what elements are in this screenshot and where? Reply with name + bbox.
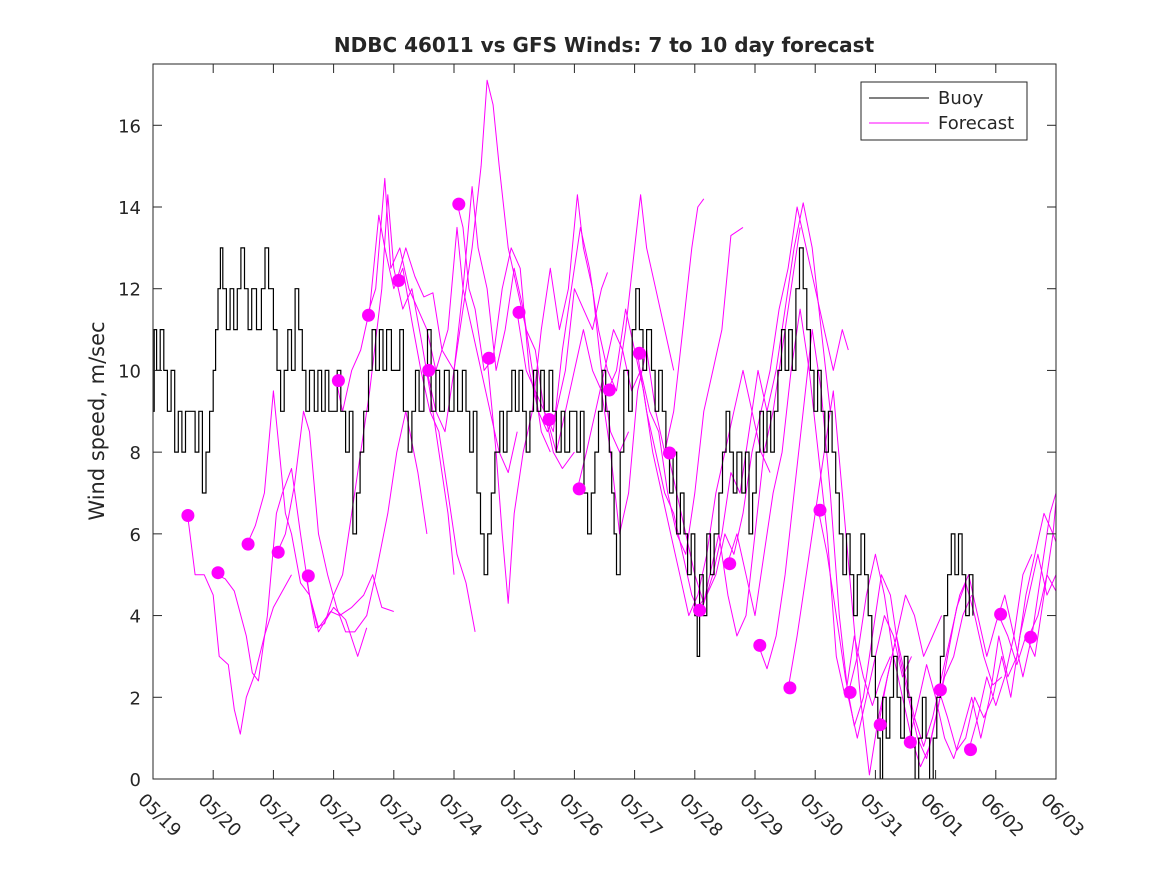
chart-title: NDBC 46011 vs GFS Winds: 7 to 10 day for… [334,33,875,57]
forecast-marker [693,603,707,617]
axes-frame [152,63,1057,780]
forecast-marker [813,503,827,517]
forecast-run-line [998,501,1056,666]
forecast-run-line [968,492,1056,751]
forecast-run-line [847,553,1003,768]
forecast-marker [211,566,225,580]
forecast-marker [783,681,797,695]
y-tick-label: 12 [118,280,141,301]
y-tick-label: 10 [118,361,141,382]
legend: Buoy Forecast [860,81,1028,141]
forecast-run-line [546,198,705,535]
forecast-marker [301,569,315,583]
forecast-marker [1024,630,1038,644]
y-tick-label: 4 [130,607,141,628]
forecast-marker [903,735,917,749]
forecast-run-line [938,553,1056,751]
forecast-run-line [486,194,630,604]
forecast-marker [663,446,676,460]
forecast-marker [241,537,255,551]
y-tick-label: 2 [130,688,141,709]
forecast-run-line [697,206,849,608]
forecast-run-line [908,512,1056,760]
legend-label: Forecast [938,113,1014,134]
forecast-run-line [817,509,973,760]
forecast-marker [452,197,466,211]
forecast-run-line [787,390,943,776]
forecast-run-line [187,517,292,735]
forecast-marker [843,685,857,699]
legend-box [860,81,1028,141]
legend-label: Buoy [938,88,984,109]
forecast-run-line [1028,574,1056,637]
y-axis-label: Wind speed, m/sec [85,321,109,520]
forecast-marker [271,545,285,559]
y-tick-label: 14 [118,198,141,219]
y-tick-label: 8 [130,443,141,464]
forecast-marker [181,509,195,522]
forecast-marker [753,638,767,652]
forecast-run-line [727,308,891,706]
forecast-marker [964,743,977,757]
forecast-marker [632,346,646,360]
data-layer [153,79,1056,779]
forecast-run-line [275,410,428,633]
forecast-run-line [757,329,912,739]
forecast-marker [392,274,406,287]
y-tick-label: 6 [130,525,141,546]
forecast-marker [482,351,496,365]
forecast-run-line [336,214,476,632]
forecast-marker [994,607,1008,621]
forecast-marker [933,683,947,697]
y-tick-label: 16 [118,116,141,137]
forecast-marker [873,718,887,732]
forecast-marker [723,557,737,571]
forecast-marker [422,363,436,377]
forecast-marker [512,305,526,319]
buoy-line [153,247,974,779]
forecast-marker [362,308,375,322]
forecast-marker [331,374,345,388]
forecast-run-line [456,202,608,433]
forecast-marker [572,482,586,496]
forecast-marker [542,413,556,426]
y-tick-label: 0 [130,770,141,791]
forecast-marker [602,383,616,397]
